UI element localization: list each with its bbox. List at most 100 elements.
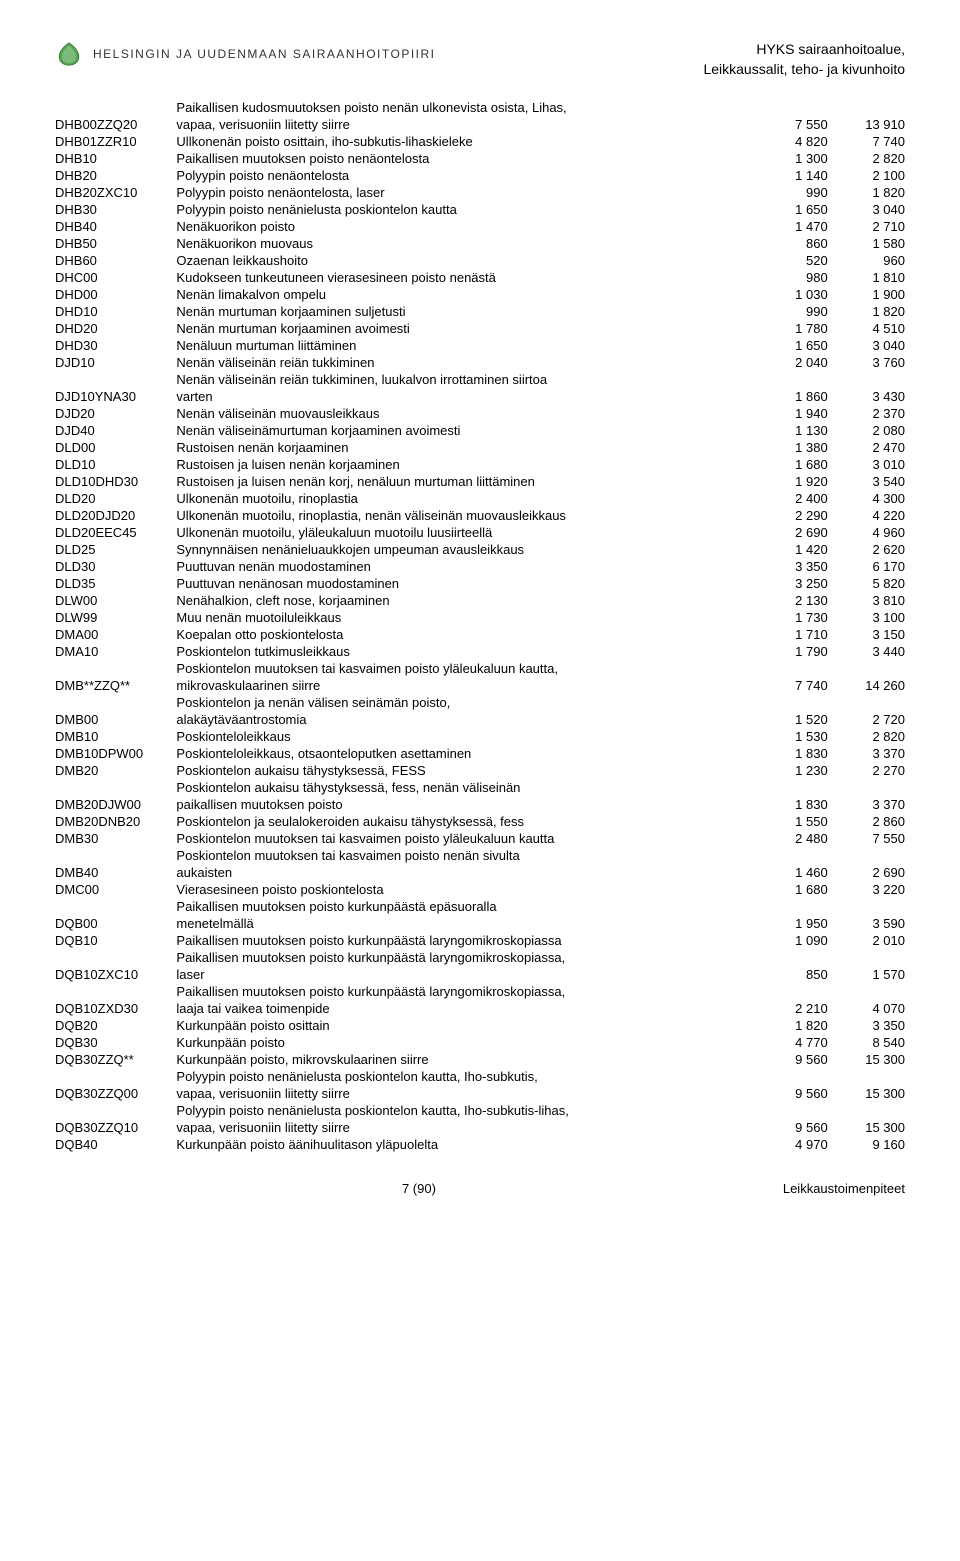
cell-value-1: 1 860 [750, 388, 827, 405]
cell-code [55, 660, 176, 677]
cell-value-2: 5 820 [828, 575, 905, 592]
cell-code: DMB00 [55, 711, 176, 728]
table-row: DJD10Nenän väliseinän reiän tukkiminen2 … [55, 354, 905, 371]
cell-value-2: 4 510 [828, 320, 905, 337]
cell-code: DLD10DHD30 [55, 473, 176, 490]
cell-value-2: 4 220 [828, 507, 905, 524]
cell-value-1: 1 380 [750, 439, 827, 456]
cell-value-2: 1 570 [828, 966, 905, 983]
cell-value-1: 1 680 [750, 456, 827, 473]
cell-code: DJD10YNA30 [55, 388, 176, 405]
cell-description: Rustoisen ja luisen nenän korj, nenäluun… [176, 473, 750, 490]
table-row: DLD00Rustoisen nenän korjaaminen1 3802 4… [55, 439, 905, 456]
cell-description: Polyypin poisto nenänielusta poskiontelo… [176, 1068, 750, 1085]
cell-value-2: 1 810 [828, 269, 905, 286]
cell-value-1 [750, 779, 827, 796]
cell-value-2: 3 100 [828, 609, 905, 626]
cell-value-2: 2 820 [828, 728, 905, 745]
cell-value-1 [750, 694, 827, 711]
cell-code: DQB30ZZQ00 [55, 1085, 176, 1102]
cell-value-2 [828, 847, 905, 864]
cell-description: Polyypin poisto nenäontelosta [176, 167, 750, 184]
cell-value-1: 2 690 [750, 524, 827, 541]
cell-value-1: 3 250 [750, 575, 827, 592]
cell-value-2: 3 760 [828, 354, 905, 371]
cell-description: laser [176, 966, 750, 983]
table-row: DHB40Nenäkuorikon poisto1 4702 710 [55, 218, 905, 235]
cell-code: DHB30 [55, 201, 176, 218]
cell-value-2: 7 740 [828, 133, 905, 150]
cell-value-2: 2 370 [828, 405, 905, 422]
cell-description: Paikallisen muutoksen poisto kurkunpääst… [176, 983, 750, 1000]
cell-value-2: 2 470 [828, 439, 905, 456]
table-row: DMC00Vierasesineen poisto poskiontelosta… [55, 881, 905, 898]
cell-value-2 [828, 694, 905, 711]
cell-description: Poskiontelon ja seulalokeroiden aukaisu … [176, 813, 750, 830]
cell-value-2 [828, 1068, 905, 1085]
page-header: HELSINGIN JA UUDENMAAN SAIRAANHOITOPIIRI… [55, 40, 905, 79]
cell-value-2: 9 160 [828, 1136, 905, 1153]
cell-description: Vierasesineen poisto poskiontelosta [176, 881, 750, 898]
cell-value-2: 960 [828, 252, 905, 269]
table-row: DMA00Koepalan otto poskiontelosta1 7103 … [55, 626, 905, 643]
cell-code: DLD30 [55, 558, 176, 575]
cell-value-1: 9 560 [750, 1051, 827, 1068]
cell-code: DQB30ZZQ** [55, 1051, 176, 1068]
table-row: DHB30Polyypin poisto nenänielusta poskio… [55, 201, 905, 218]
table-row: DQB10ZXC10laser8501 570 [55, 966, 905, 983]
table-row: Polyypin poisto nenänielusta poskiontelo… [55, 1102, 905, 1119]
cell-value-2: 4 070 [828, 1000, 905, 1017]
cell-value-1: 1 950 [750, 915, 827, 932]
table-row: Poskiontelon muutoksen tai kasvaimen poi… [55, 660, 905, 677]
cell-code: DHB10 [55, 150, 176, 167]
cell-description: Nenäkuorikon poisto [176, 218, 750, 235]
cell-description: Ulkonenän muotoilu, rinoplastia [176, 490, 750, 507]
cell-value-1: 1 830 [750, 796, 827, 813]
cell-value-2: 2 100 [828, 167, 905, 184]
cell-code: DHD00 [55, 286, 176, 303]
cell-value-2: 14 260 [828, 677, 905, 694]
cell-description: Puuttuvan nenänosan muodostaminen [176, 575, 750, 592]
cell-description: Poskionteloleikkaus [176, 728, 750, 745]
cell-value-1: 7 740 [750, 677, 827, 694]
cell-value-1: 1 460 [750, 864, 827, 881]
cell-value-1: 1 650 [750, 201, 827, 218]
table-row: DHB60Ozaenan leikkaushoito520960 [55, 252, 905, 269]
cell-value-2 [828, 660, 905, 677]
table-row: DLD10DHD30Rustoisen ja luisen nenän korj… [55, 473, 905, 490]
cell-description: Paikallisen muutoksen poisto kurkunpääst… [176, 898, 750, 915]
table-row: DQB30ZZQ10vapaa, verisuoniin liitetty si… [55, 1119, 905, 1136]
cell-description: Poskiontelon muutoksen tai kasvaimen poi… [176, 847, 750, 864]
table-row: DHD20Nenän murtuman korjaaminen avoimest… [55, 320, 905, 337]
cell-value-2: 2 860 [828, 813, 905, 830]
cell-value-2: 3 370 [828, 745, 905, 762]
table-row: DLD25Synnynnäisen nenänieluaukkojen umpe… [55, 541, 905, 558]
table-row: DMB10Poskionteloleikkaus1 5302 820 [55, 728, 905, 745]
table-row: DQB20Kurkunpään poisto osittain1 8203 35… [55, 1017, 905, 1034]
cell-code [55, 694, 176, 711]
cell-value-1: 1 920 [750, 473, 827, 490]
cell-code: DLD10 [55, 456, 176, 473]
cell-description: Poskionteloleikkaus, otsaonteloputken as… [176, 745, 750, 762]
cell-description: Nenähalkion, cleft nose, korjaaminen [176, 592, 750, 609]
cell-code: DHD10 [55, 303, 176, 320]
cell-code: DMB10DPW00 [55, 745, 176, 762]
cell-description: Koepalan otto poskiontelosta [176, 626, 750, 643]
cell-value-2: 1 820 [828, 303, 905, 320]
table-row: DMB00alakäytäväantrostomia1 5202 720 [55, 711, 905, 728]
table-row: DQB30ZZQ**Kurkunpään poisto, mikrovskula… [55, 1051, 905, 1068]
cell-value-1: 1 940 [750, 405, 827, 422]
cell-code: DMA10 [55, 643, 176, 660]
cell-value-1 [750, 371, 827, 388]
cell-value-1: 9 560 [750, 1119, 827, 1136]
cell-value-1: 860 [750, 235, 827, 252]
table-row: DMB20DJW00paikallisen muutoksen poisto1 … [55, 796, 905, 813]
cell-description: Nenän väliseinän reiän tukkiminen, luuka… [176, 371, 750, 388]
cell-description: vapaa, verisuoniin liitetty siirre [176, 1085, 750, 1102]
table-row: DJD10YNA30varten1 8603 430 [55, 388, 905, 405]
cell-code: DQB10ZXD30 [55, 1000, 176, 1017]
page-footer: 7 (90) Leikkaustoimenpiteet [55, 1181, 905, 1196]
cell-code: DLW00 [55, 592, 176, 609]
cell-code [55, 1068, 176, 1085]
cell-value-1: 1 830 [750, 745, 827, 762]
